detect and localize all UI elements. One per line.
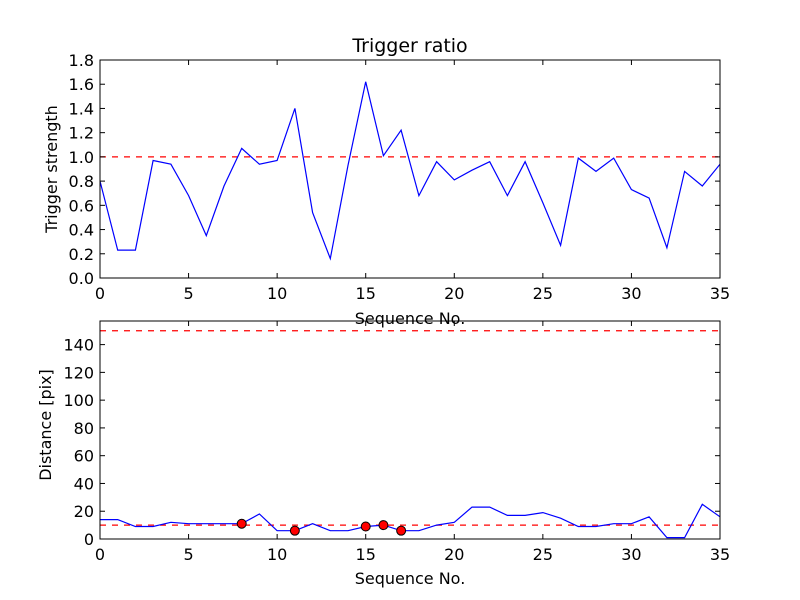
y-tick-label: 60 bbox=[74, 447, 94, 466]
x-axis-label: Sequence No. bbox=[355, 309, 466, 328]
data-point bbox=[396, 525, 407, 536]
x-tick-label: 20 bbox=[444, 284, 464, 303]
chart-title: Trigger ratio bbox=[351, 35, 467, 57]
x-tick-label: 5 bbox=[183, 284, 193, 303]
y-tick-label: 1.6 bbox=[69, 75, 94, 94]
data-point bbox=[378, 520, 389, 531]
distance-subplot: Sequence No. Distance [pix] 0 5 10 15 20 25 30… bbox=[36, 320, 730, 588]
y-tick-label: 140 bbox=[63, 336, 94, 355]
data-point bbox=[289, 525, 300, 536]
y-tick-label: 0.6 bbox=[69, 196, 94, 215]
y-tick-label: 120 bbox=[63, 363, 94, 382]
series-line bbox=[100, 503, 720, 539]
data-point bbox=[360, 521, 371, 532]
x-tick-label: 0 bbox=[95, 545, 105, 564]
data-point bbox=[236, 518, 247, 529]
y-tick-label: 20 bbox=[74, 502, 94, 521]
x-tick-label: 30 bbox=[621, 545, 641, 564]
x-tick-label: 35 bbox=[710, 545, 730, 564]
x-tick-label: 0 bbox=[95, 284, 105, 303]
y-tick-label: 0 bbox=[84, 530, 94, 549]
y-tick-label: 1.8 bbox=[69, 51, 94, 70]
x-tick-label: 15 bbox=[356, 545, 376, 564]
y-tick-label: 0.2 bbox=[69, 245, 94, 264]
y-tick-label: 80 bbox=[74, 419, 94, 438]
y-tick-label: 40 bbox=[74, 474, 94, 493]
x-axis-label: Sequence No. bbox=[355, 569, 466, 588]
axes-frame bbox=[99, 59, 721, 279]
x-tick-label: 10 bbox=[267, 545, 287, 564]
y-tick-label: 1.0 bbox=[69, 148, 94, 167]
axes-frame bbox=[99, 320, 721, 540]
y-axis-label: Trigger strength bbox=[42, 105, 61, 234]
x-tick-label: 25 bbox=[533, 284, 553, 303]
y-tick-label: 0.0 bbox=[69, 269, 94, 288]
x-tick-label: 15 bbox=[356, 284, 376, 303]
x-tick-label: 5 bbox=[183, 545, 193, 564]
y-axis-label: Distance [pix] bbox=[36, 369, 55, 481]
y-tick-label: 0.8 bbox=[69, 172, 94, 191]
y-tick-label: 100 bbox=[63, 391, 94, 410]
x-tick-label: 35 bbox=[710, 284, 730, 303]
series-line bbox=[100, 81, 720, 261]
x-tick-label: 25 bbox=[533, 545, 553, 564]
y-tick-label: 1.2 bbox=[69, 124, 94, 143]
x-tick-label: 30 bbox=[621, 284, 641, 303]
x-tick-label: 10 bbox=[267, 284, 287, 303]
y-tick-label: 1.4 bbox=[69, 99, 94, 118]
trigger-ratio-subplot: Trigger ratio Sequence No. Trigger stren… bbox=[42, 35, 730, 328]
y-tick-label: 0.4 bbox=[69, 221, 94, 240]
x-tick-label: 20 bbox=[444, 545, 464, 564]
